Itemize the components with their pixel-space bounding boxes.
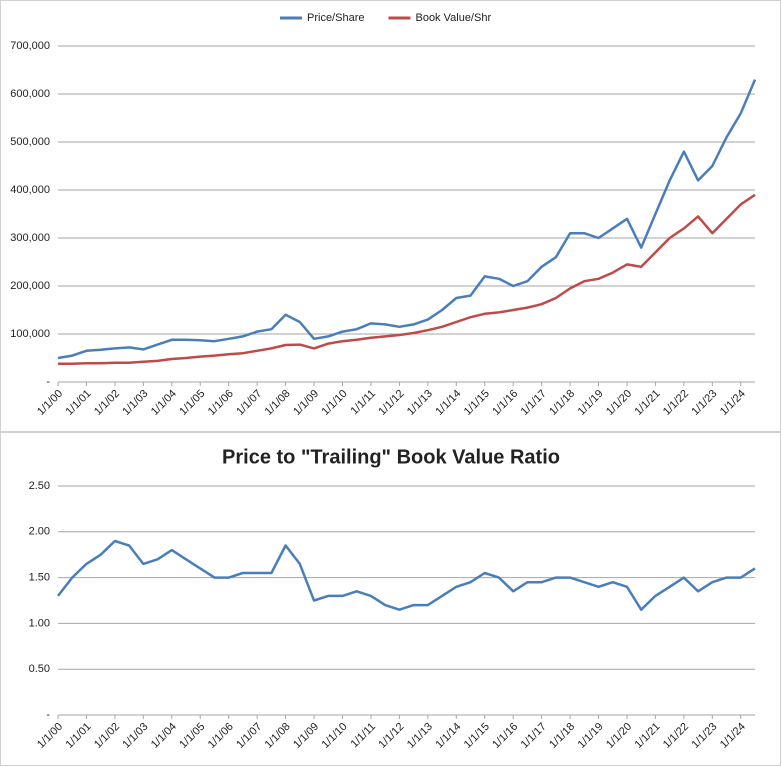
- x-tick-label: 1/1/15: [462, 721, 492, 751]
- x-tick-label: 1/1/19: [576, 721, 606, 751]
- x-tick-label: 1/1/03: [120, 721, 150, 751]
- x-tick-label: 1/1/23: [689, 388, 719, 418]
- x-tick-label: 1/1/11: [349, 388, 379, 418]
- x-tick-label: 1/1/20: [604, 388, 634, 418]
- x-tick-label: 1/1/05: [177, 721, 207, 751]
- x-tick-label: 1/1/00: [35, 721, 65, 751]
- x-tick-label: 1/1/06: [206, 721, 236, 751]
- y-tick-label: 2.50: [29, 480, 50, 492]
- x-tick-label: 1/1/13: [405, 388, 435, 418]
- x-tick-label: 1/1/23: [689, 721, 719, 751]
- x-tick-label: 1/1/00: [35, 388, 65, 418]
- y-tick-label: 400,000: [10, 184, 50, 196]
- x-tick-label: 1/1/02: [92, 721, 122, 751]
- x-tick-label: 1/1/07: [234, 388, 264, 418]
- x-tick-label: 1/1/21: [632, 721, 662, 751]
- chart-title: Price to "Trailing" Book Value Ratio: [222, 446, 560, 468]
- x-tick-label: 1/1/04: [149, 721, 179, 751]
- y-tick-label: -: [46, 376, 50, 388]
- x-tick-label: 1/1/08: [263, 388, 293, 418]
- x-tick-label: 1/1/20: [604, 721, 634, 751]
- x-tick-label: 1/1/14: [433, 388, 463, 418]
- y-tick-label: 2.00: [29, 526, 50, 538]
- x-tick-label: 1/1/22: [661, 721, 691, 751]
- series-line: [57, 79, 757, 360]
- x-tick-label: 1/1/21: [632, 388, 662, 418]
- y-tick-label: 600,000: [10, 88, 50, 100]
- y-tick-label: 100,000: [10, 328, 50, 340]
- series-line: [58, 193, 756, 366]
- x-tick-label: 1/1/18: [547, 721, 577, 751]
- x-tick-label: 1/1/07: [234, 721, 264, 751]
- x-tick-label: 1/1/22: [661, 388, 691, 418]
- x-tick-label: 1/1/02: [92, 388, 122, 418]
- x-tick-label: 1/1/08: [263, 721, 293, 751]
- legend-label: Price/Share: [307, 12, 364, 24]
- x-tick-label: 1/1/17: [519, 721, 549, 751]
- y-tick-label: 500,000: [10, 136, 50, 148]
- y-tick-label: 1.50: [29, 572, 50, 584]
- top-panel: [0, 0, 781, 432]
- bottom-panel: [0, 432, 781, 766]
- x-tick-label: 1/1/10: [320, 388, 350, 418]
- x-tick-label: 1/1/17: [519, 388, 549, 418]
- x-tick-label: 1/1/16: [490, 721, 520, 751]
- series-line: [57, 539, 756, 611]
- x-tick-label: 1/1/16: [490, 388, 520, 418]
- x-tick-label: 1/1/06: [206, 388, 236, 418]
- legend-label: Book Value/Shr: [415, 12, 491, 24]
- y-tick-label: 300,000: [10, 232, 50, 244]
- x-tick-label: 1/1/11: [349, 721, 379, 751]
- x-tick-label: 1/1/09: [291, 388, 321, 418]
- y-tick-label: -: [46, 709, 50, 721]
- x-tick-label: 1/1/13: [405, 721, 435, 751]
- x-tick-label: 1/1/14: [433, 721, 463, 751]
- x-tick-label: 1/1/01: [64, 721, 94, 751]
- x-tick-label: 1/1/03: [120, 388, 150, 418]
- x-tick-label: 1/1/05: [177, 388, 207, 418]
- y-tick-label: 200,000: [10, 280, 50, 292]
- y-tick-label: 1.00: [29, 617, 50, 629]
- x-tick-label: 1/1/04: [149, 388, 179, 418]
- x-tick-label: 1/1/01: [64, 388, 94, 418]
- x-tick-label: 1/1/24: [718, 721, 748, 751]
- x-tick-label: 1/1/15: [462, 388, 492, 418]
- x-tick-label: 1/1/10: [320, 721, 350, 751]
- x-tick-label: 1/1/19: [576, 388, 606, 418]
- x-tick-label: 1/1/24: [718, 388, 748, 418]
- y-tick-label: 700,000: [10, 40, 50, 52]
- x-tick-label: 1/1/18: [547, 388, 577, 418]
- y-tick-label: 0.50: [29, 663, 50, 675]
- x-tick-label: 1/1/12: [376, 388, 406, 418]
- x-tick-label: 1/1/12: [376, 721, 406, 751]
- x-tick-label: 1/1/09: [291, 721, 321, 751]
